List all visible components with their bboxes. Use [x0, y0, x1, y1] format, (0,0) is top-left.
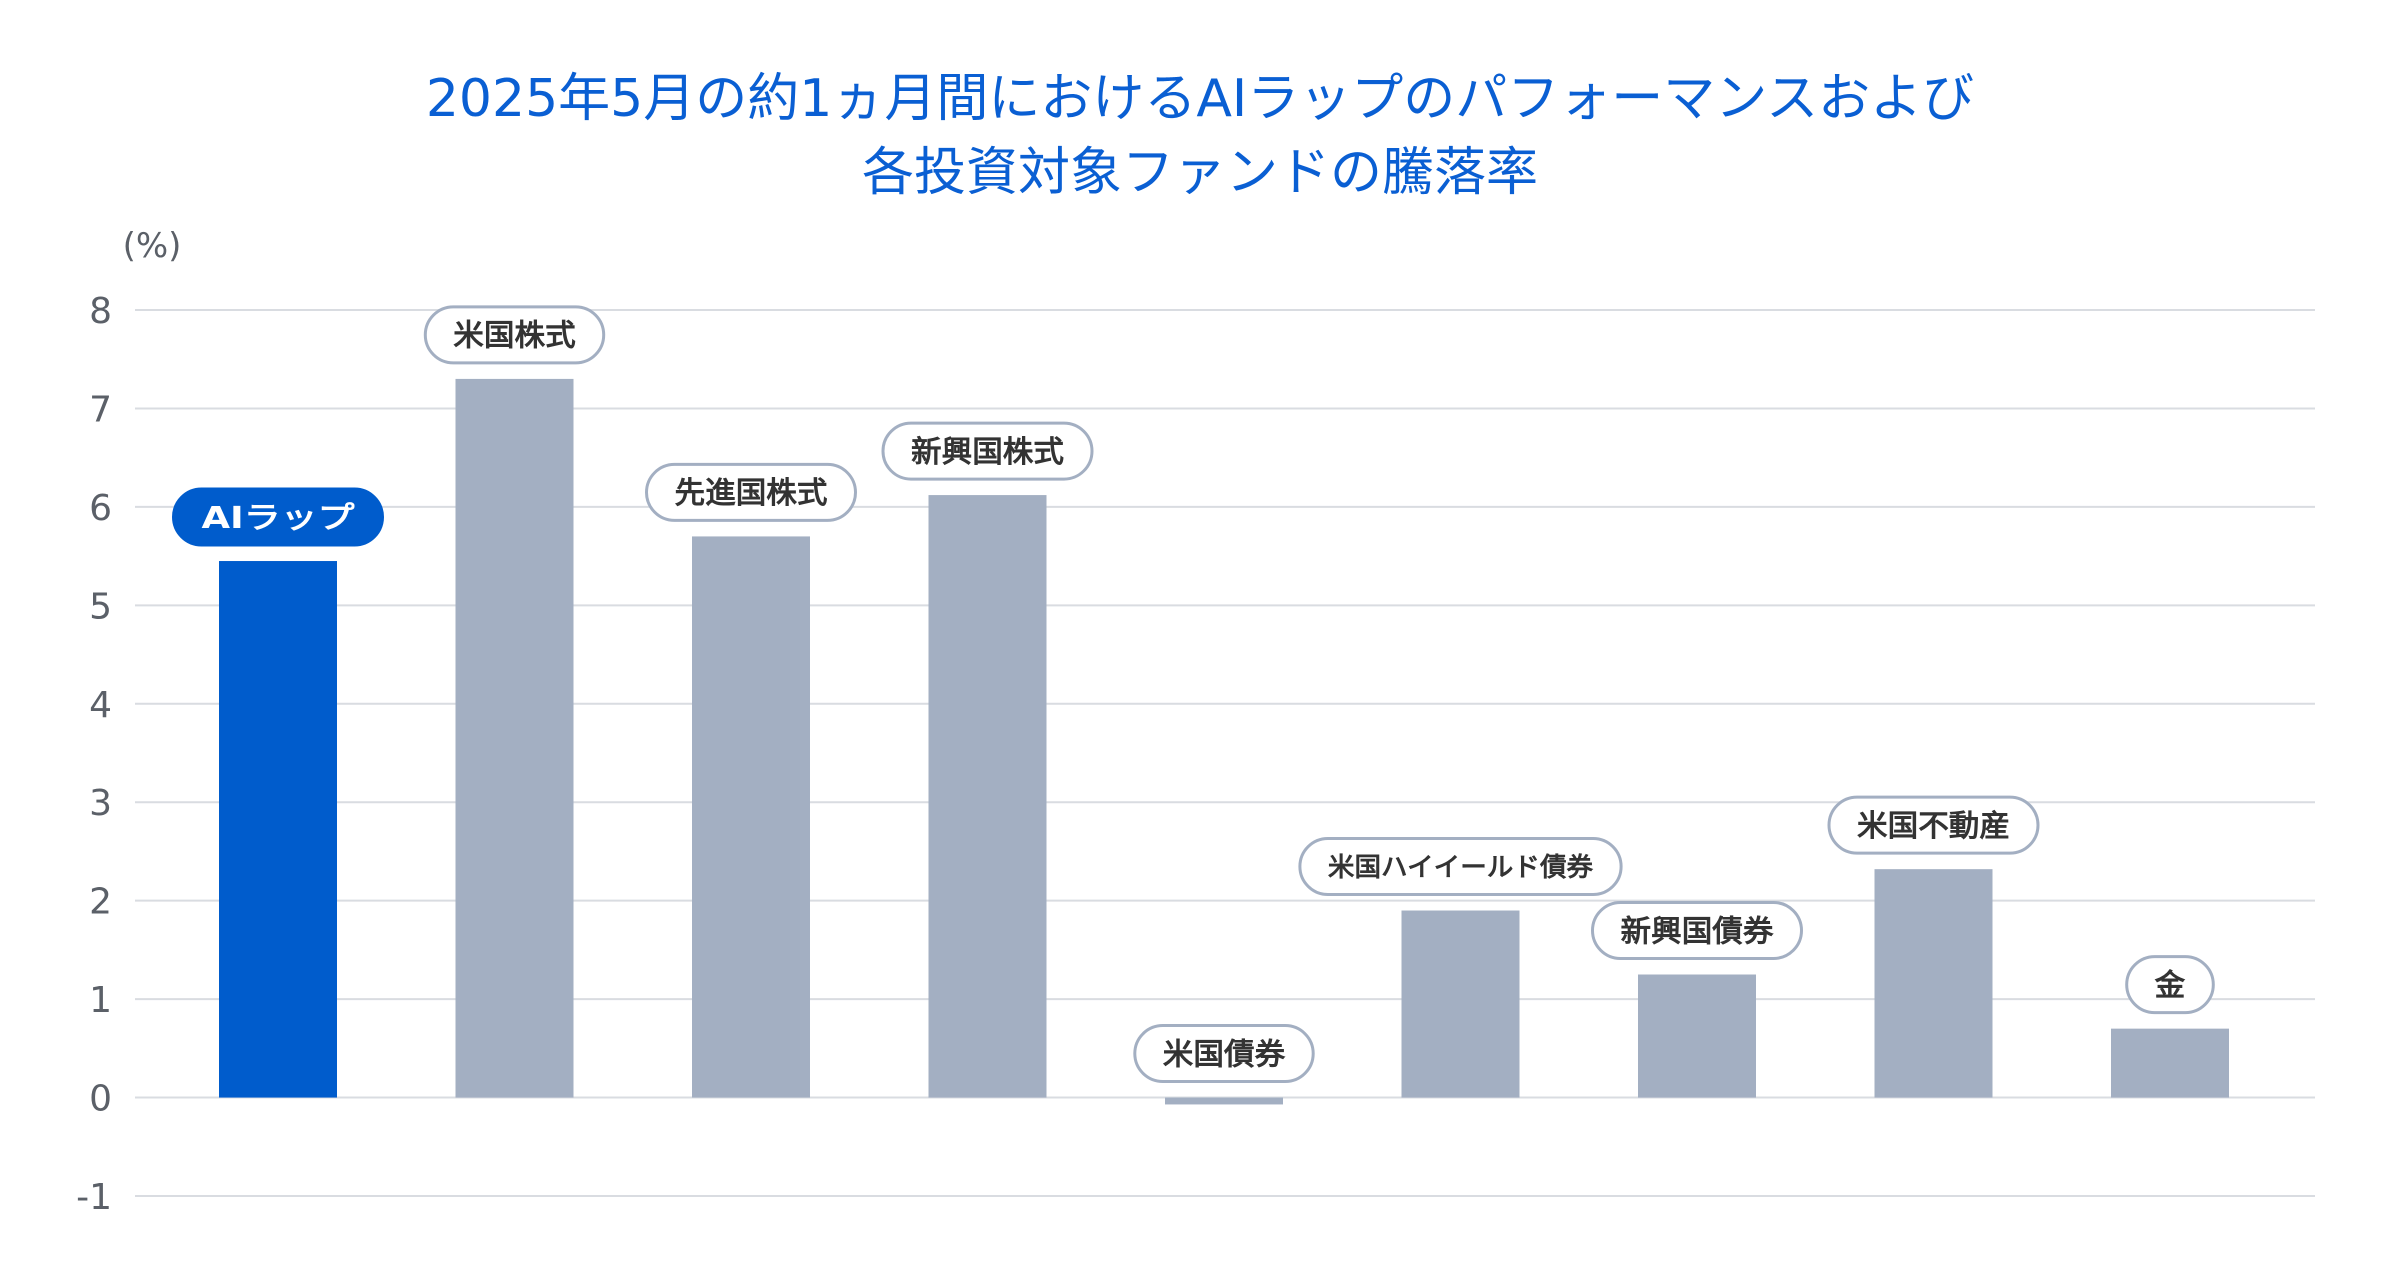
- y-tick-label: 8: [89, 291, 112, 332]
- y-tick-label: 7: [89, 389, 112, 430]
- category-label-text: 米国債券: [1163, 1037, 1286, 1072]
- category-label-pill: [1591, 901, 1803, 960]
- y-tick-label: 1: [89, 980, 112, 1021]
- y-tick-label: 5: [89, 586, 112, 627]
- category-label-text: 米国ハイイールド債券: [1328, 853, 1594, 883]
- chart-title-line-2: 各投資対象ファンドの騰落率: [861, 143, 1538, 203]
- category-label: 米国ハイイールド債券: [1298, 837, 1623, 897]
- y-axis-ticks: 8 7 6 5 4 3 2 1 0 -1: [76, 291, 112, 1218]
- category-label: 米国不動産: [1827, 795, 2040, 855]
- category-label-pill: [1298, 837, 1623, 897]
- category-label: 先進国株式: [645, 462, 857, 522]
- bar: [1165, 1097, 1283, 1105]
- chart-title-line-1: 2025年5月の約1ヵ月間におけるAIラップのパフォーマンスおよび: [425, 69, 1975, 129]
- y-tick-label: 3: [89, 783, 112, 824]
- category-label-pill: [881, 421, 1094, 481]
- category-label-text: 先進国株式: [675, 476, 828, 511]
- category-label-text: 米国株式: [453, 319, 575, 354]
- bar: [2111, 1028, 2229, 1098]
- bar: [455, 378, 574, 1098]
- y-tick-label: 2: [89, 882, 112, 923]
- bar: [928, 495, 1047, 1098]
- bar: [1638, 974, 1756, 1098]
- bar: [1401, 910, 1520, 1098]
- category-label: 米国株式: [423, 305, 606, 365]
- category-label-pill: [1827, 795, 2040, 855]
- y-axis-unit-label: (%): [123, 226, 182, 266]
- bars: [219, 378, 2229, 1105]
- category-label-text: 金: [2154, 968, 2187, 1003]
- category-label-pill: [172, 487, 384, 547]
- category-label: 新興国債券: [1591, 901, 1803, 960]
- category-label: 金: [2125, 955, 2215, 1015]
- bar: [1874, 869, 1993, 1098]
- category-label: 新興国株式: [881, 421, 1094, 481]
- category-label-text: 新興国株式: [911, 435, 1064, 470]
- category-label-pill: [1133, 1024, 1315, 1084]
- category-label-pill: [423, 305, 606, 365]
- category-label-text: AIラップ: [202, 501, 356, 536]
- y-tick-label: -1: [76, 1177, 112, 1218]
- bar: [692, 536, 810, 1098]
- category-label-pill: [2125, 955, 2215, 1015]
- category-label-text: 新興国債券: [1621, 914, 1775, 949]
- category-label: 米国債券: [1133, 1024, 1315, 1084]
- chart-title: 2025年5月の約1ヵ月間におけるAIラップのパフォーマンスおよび 各投資対象フ…: [0, 62, 2400, 210]
- category-label: AIラップ: [172, 487, 384, 547]
- y-tick-label: 0: [89, 1079, 112, 1120]
- bar: [219, 561, 337, 1098]
- y-tick-label: 6: [89, 488, 112, 529]
- y-tick-label: 4: [89, 685, 112, 726]
- category-label-pill: [645, 462, 857, 522]
- category-label-text: 米国不動産: [1857, 809, 2010, 844]
